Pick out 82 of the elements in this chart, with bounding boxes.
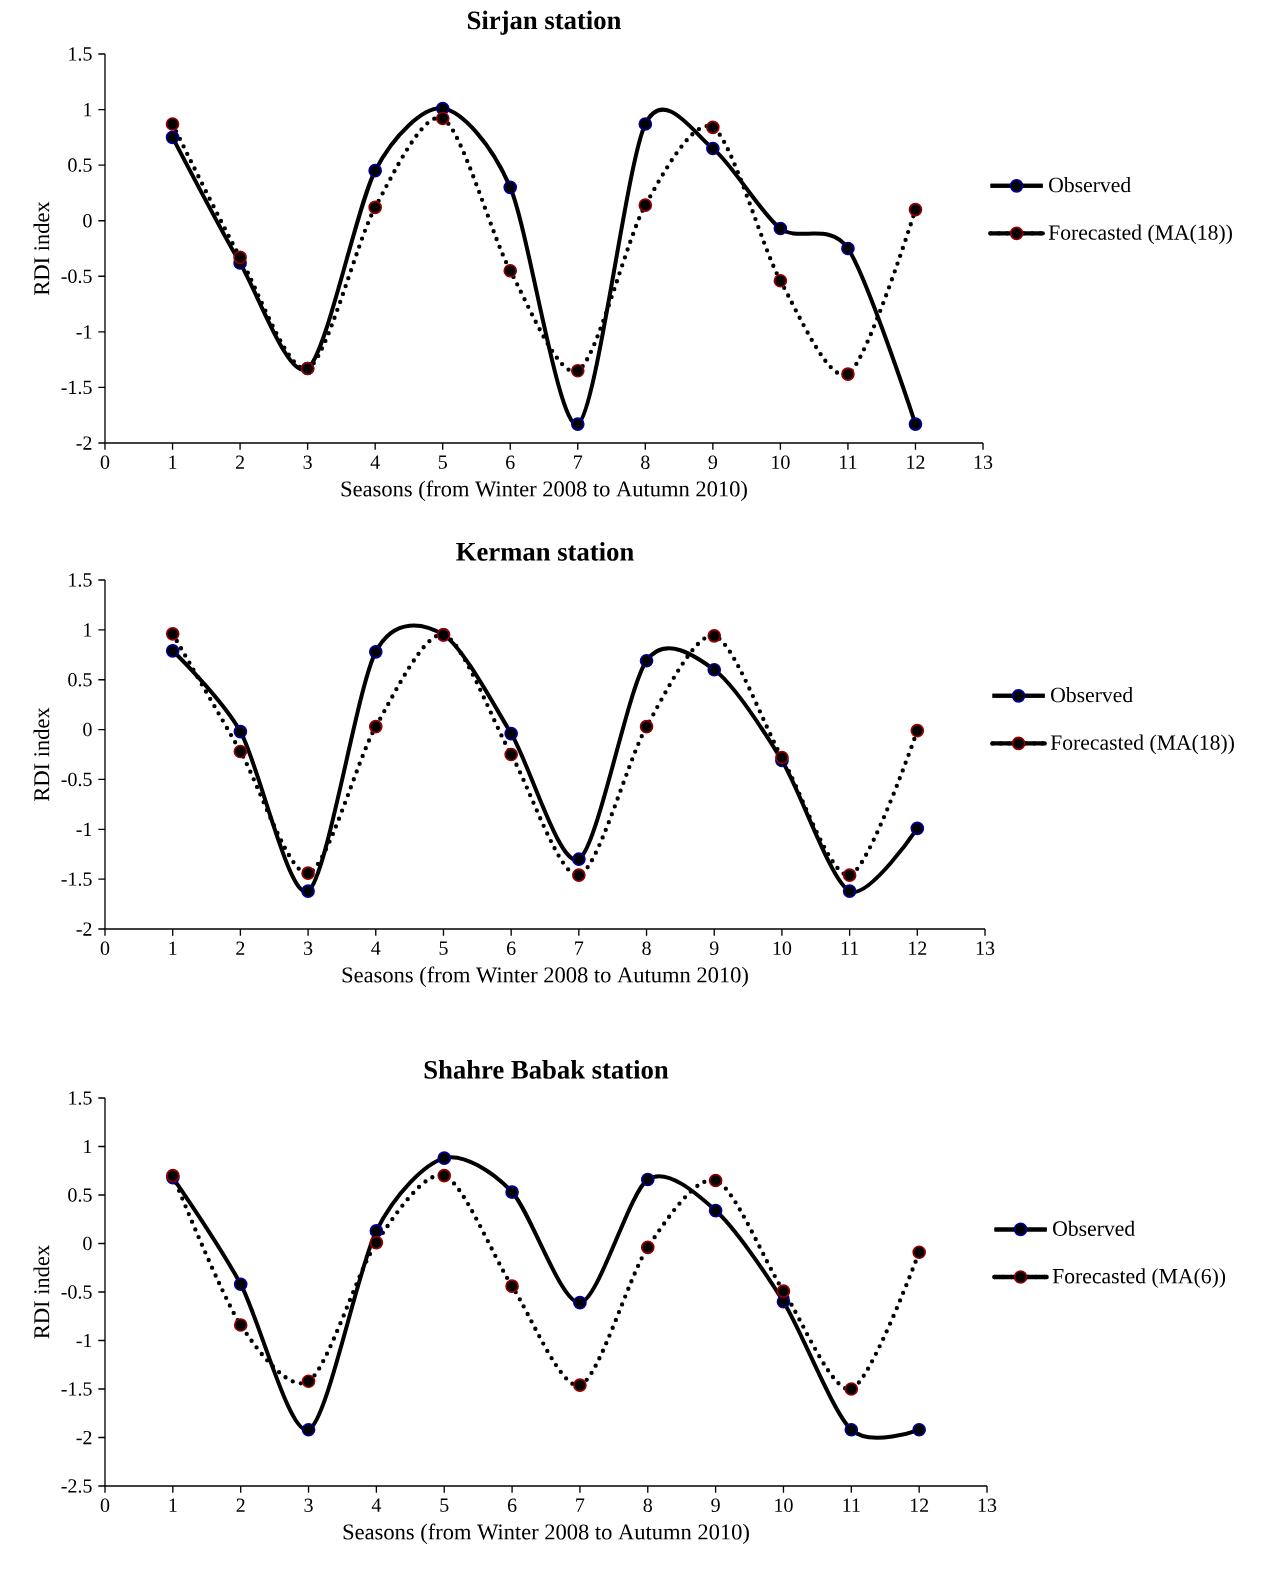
x-tick-label: 4: [370, 455, 380, 469]
x-tick-label: 1: [169, 455, 177, 469]
x-axis-title: Seasons (from Winter 2008 to Autumn 2010): [343, 1523, 749, 1545]
x-tick-label: 8: [643, 1498, 652, 1513]
x-tick-label: 10: [775, 1498, 793, 1513]
y-tick-label: -2: [76, 1430, 92, 1445]
x-tick-label: 9: [709, 941, 719, 955]
x-tick-label: 11: [840, 455, 857, 469]
x-tick-label: 7: [575, 941, 584, 955]
y-axis-title: RDI index: [33, 1245, 50, 1339]
y-tick-label: -1.5: [61, 1382, 92, 1396]
x-tick-label: 8: [642, 941, 651, 956]
y-tick-label: -2: [76, 922, 92, 936]
x-axis-title: Seasons (from Winter 2008 to Autumn 2010): [341, 480, 747, 502]
x-tick-label: 9: [708, 455, 718, 469]
legend-label: Forecasted (MA(18)): [1050, 734, 1234, 755]
x-tick-label: 6: [506, 455, 515, 469]
x-tick-label: 9: [711, 1498, 720, 1512]
x-tick-label: 4: [371, 941, 381, 955]
x-tick-label: 13: [978, 1498, 997, 1512]
legend-label: Observed: [1049, 177, 1131, 193]
chart-title: Kerman station: [456, 542, 634, 561]
x-tick-label: 6: [507, 941, 516, 955]
y-tick-label: -1: [76, 1333, 92, 1348]
x-tick-label: 8: [641, 455, 650, 470]
legend-label: Forecasted (MA(6)): [1052, 1268, 1226, 1288]
y-tick-label: 1: [84, 1139, 92, 1154]
x-tick-label: 12: [910, 1498, 929, 1512]
x-tick-label: 3: [304, 941, 313, 955]
x-tick-label: 3: [304, 1498, 313, 1512]
y-tick-label: 0: [83, 1236, 92, 1251]
y-tick-label: -1: [76, 822, 92, 836]
x-axis-title: Seasons (from Winter 2008 to Autumn 2010): [342, 966, 748, 988]
y-axis-title: RDI index: [33, 201, 50, 296]
x-tick-label: 1: [169, 1498, 177, 1512]
x-tick-label: 13: [976, 941, 995, 955]
legend-label: Observed: [1053, 1220, 1135, 1236]
x-tick-label: 2: [236, 1498, 245, 1512]
y-tick-label: -0.5: [61, 772, 92, 787]
x-tick-label: 13: [974, 455, 993, 469]
y-tick-label: 1.5: [69, 47, 92, 61]
x-tick-label: 7: [576, 1498, 585, 1512]
y-tick-label: -2.5: [61, 1479, 92, 1493]
legend-label: Observed: [1051, 687, 1133, 703]
y-tick-label: -2: [76, 436, 92, 450]
x-tick-label: 5: [439, 941, 448, 955]
chart-title: Shahre Babak station: [424, 1060, 669, 1079]
x-tick-label: 11: [843, 1498, 860, 1512]
x-tick-label: 0: [100, 455, 110, 470]
y-tick-label: 1: [84, 102, 92, 117]
y-tick-label: 0.5: [68, 158, 92, 172]
x-tick-label: 10: [772, 455, 790, 470]
x-tick-label: 12: [909, 941, 927, 955]
x-tick-label: 4: [371, 1498, 382, 1512]
y-axis-title: RDI index: [33, 707, 50, 802]
y-tick-label: 0: [83, 722, 92, 737]
x-tick-label: 3: [303, 455, 312, 469]
y-tick-label: 1.5: [69, 573, 92, 587]
x-tick-label: 5: [440, 1498, 449, 1512]
x-tick-label: 6: [507, 1498, 517, 1512]
y-tick-label: 0.5: [68, 1188, 92, 1202]
y-tick-label: -1: [76, 325, 92, 339]
x-tick-label: 2: [236, 941, 245, 955]
y-tick-label: 1: [84, 623, 92, 637]
x-tick-label: 10: [773, 941, 792, 956]
y-tick-label: 0.5: [68, 672, 92, 687]
x-tick-label: 12: [907, 455, 925, 469]
y-tick-label: -0.5: [61, 1285, 92, 1299]
y-tick-label: 0: [83, 213, 92, 228]
y-tick-label: -0.5: [61, 269, 92, 284]
legend-label: Forecasted (MA(18)): [1048, 224, 1232, 245]
x-tick-label: 0: [100, 1498, 110, 1513]
x-tick-label: 5: [438, 455, 447, 469]
x-tick-label: 11: [841, 941, 859, 955]
y-tick-label: -1.5: [61, 380, 92, 395]
y-tick-label: 1.5: [69, 1091, 92, 1105]
y-tick-label: -1.5: [61, 872, 92, 886]
x-tick-label: 7: [574, 455, 583, 469]
x-tick-label: 1: [169, 941, 177, 955]
chart-title: Sirjan station: [468, 10, 622, 35]
x-tick-label: 2: [235, 455, 244, 469]
x-tick-label: 0: [100, 941, 110, 956]
